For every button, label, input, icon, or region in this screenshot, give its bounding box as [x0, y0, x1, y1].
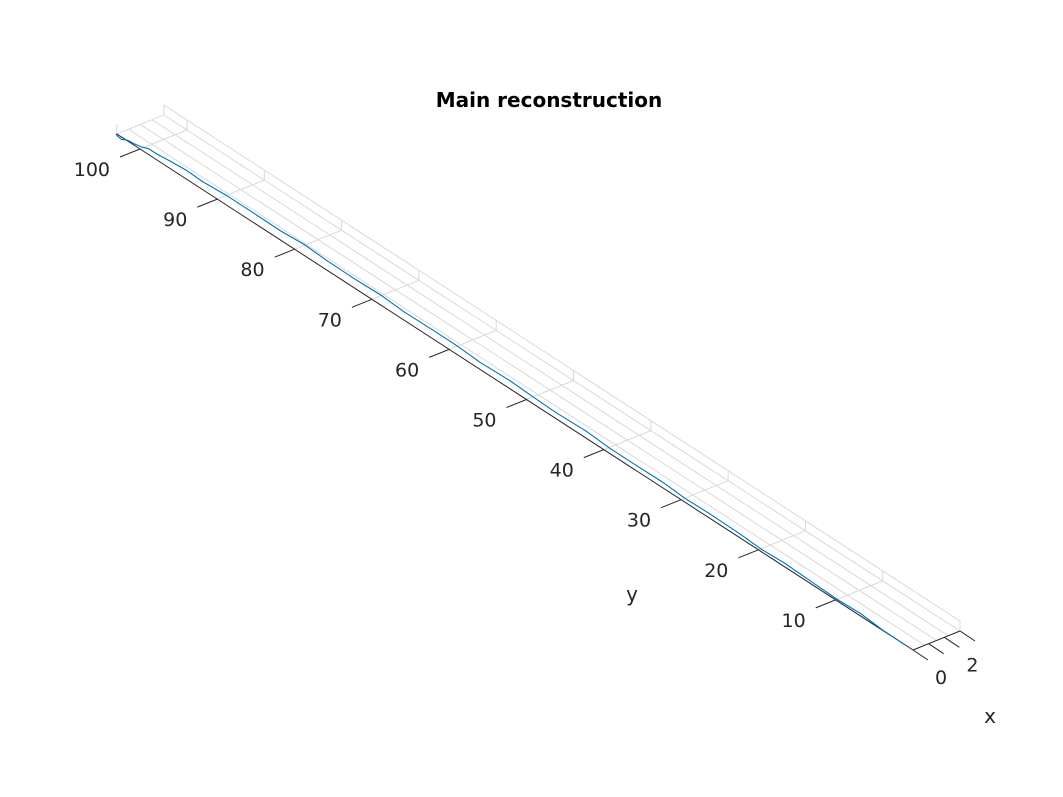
grid-line: [140, 124, 937, 641]
y-axis-line: [116, 133, 914, 651]
tick-labels: 10 20 30 40 50 60 70 80 90 100 02: [74, 159, 979, 689]
y-tick-mark: [351, 298, 373, 308]
axes: [116, 133, 976, 661]
grid-line: [835, 580, 883, 601]
x-axis-line: [912, 630, 961, 651]
y-tick-mark: [660, 499, 682, 509]
grid-line: [116, 114, 164, 135]
grid-line: [163, 114, 961, 632]
y-tick-mark: [583, 449, 604, 459]
grid-line: [163, 104, 961, 622]
y-tick-label: 20: [704, 560, 728, 582]
y-tick-mark: [815, 599, 836, 609]
grid-line: [526, 380, 574, 400]
series-layer: [115, 133, 906, 646]
x-tick-mark: [928, 643, 944, 655]
y-tick-mark: [119, 148, 141, 158]
y-tick-mark: [197, 198, 218, 208]
series-line: [115, 133, 906, 646]
grid-line: [294, 229, 342, 250]
x-tick-mark: [944, 636, 960, 648]
x-tick-label: 0: [935, 667, 947, 689]
y-axis-label: y: [626, 582, 638, 606]
y-tick-mark: [738, 549, 759, 559]
y-tick-label: 70: [318, 309, 342, 331]
x-tick-mark: [959, 630, 976, 642]
grid-line: [758, 530, 806, 551]
grid-line: [371, 279, 420, 300]
grid-line: [151, 119, 949, 637]
x-tick-mark: [912, 649, 929, 661]
y-tick-label: 100: [74, 159, 110, 181]
grid-line: [217, 179, 265, 200]
grid: [116, 104, 961, 646]
chart-title: Main reconstruction: [436, 88, 663, 112]
grid-line: [139, 129, 188, 150]
grid-line: [449, 329, 497, 350]
grid-line: [128, 128, 926, 646]
y-tick-label: 10: [782, 610, 806, 632]
y-tick-label: 30: [627, 510, 651, 532]
x-axis-label: x: [984, 704, 996, 728]
grid-line: [680, 480, 729, 501]
y-tick-label: 40: [550, 460, 574, 482]
y-tick-label: 60: [395, 359, 419, 381]
y-tick-mark: [274, 248, 295, 258]
y-tick-label: 90: [163, 209, 187, 231]
y-tick-label: 80: [240, 259, 264, 281]
y-tick-label: 50: [472, 410, 496, 432]
y-tick-mark: [429, 348, 450, 358]
x-tick-label: 2: [966, 654, 978, 676]
grid-line: [603, 430, 651, 451]
y-tick-mark: [506, 399, 527, 408]
